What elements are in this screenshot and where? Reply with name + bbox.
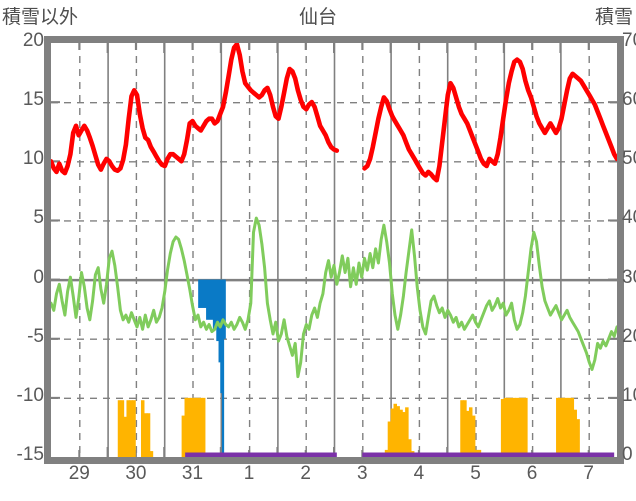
temperature-line xyxy=(362,57,617,183)
snow-depth-bar xyxy=(463,400,467,457)
y-axis-left-tick-label: -15 xyxy=(16,444,44,465)
snow-depth-bar xyxy=(564,397,569,457)
snow-depth-bar xyxy=(468,407,473,457)
x-axis-tick-label: 3 xyxy=(357,463,368,484)
y-axis-right-tick-label: 70 xyxy=(622,30,636,51)
snow-depth-bar xyxy=(143,413,148,457)
snow-depth-bar xyxy=(181,415,186,457)
y-axis-right-tick-label: 60 xyxy=(622,89,636,111)
snow-depth-bar xyxy=(506,397,511,457)
snow-depth-negative-bar xyxy=(212,279,217,330)
y-axis-left-tick-label: -10 xyxy=(16,384,44,406)
snow-depth-bar xyxy=(149,451,154,457)
snow-depth-bar xyxy=(120,400,125,457)
snow-depth-bar xyxy=(573,409,577,457)
snow-depth-bar xyxy=(193,397,197,457)
snow-depth-bar xyxy=(402,412,406,457)
snow-depth-bar xyxy=(471,415,476,457)
snow-depth-bar xyxy=(460,400,464,457)
x-axis-tick-label: 1 xyxy=(243,463,255,484)
right-axis-title: 積雪 xyxy=(594,7,633,28)
snow-depth-negative-bar xyxy=(198,279,207,308)
x-axis-tick-label: 31 xyxy=(181,463,204,484)
snow-depth-bar xyxy=(117,400,122,457)
snow-depth-bar xyxy=(576,419,580,457)
x-axis-tick-label: 5 xyxy=(470,463,481,484)
snow-depth-bar xyxy=(567,397,572,457)
snow-depth-negative-bar xyxy=(216,279,220,342)
snow-depth-bar xyxy=(558,397,563,457)
snow-depth-bar xyxy=(140,400,145,457)
snow-depth-negative-bar xyxy=(206,279,214,320)
snow-depth-bar xyxy=(132,400,136,457)
snow-depth-bar xyxy=(561,397,566,457)
snow-depth-bar xyxy=(521,397,525,457)
snow-depth-bar xyxy=(500,399,505,457)
snow-depth-bar xyxy=(570,397,575,457)
y-axis-right-tick-label: 0 xyxy=(622,444,633,465)
snow-depth-bar xyxy=(129,400,133,457)
snow-depth-bar xyxy=(187,397,191,457)
snow-depth-bar xyxy=(184,397,189,457)
snow-depth-bar xyxy=(515,397,519,457)
temperature-line xyxy=(51,43,340,176)
snow-depth-bar xyxy=(524,397,528,457)
chart-svg xyxy=(51,43,617,457)
snow-depth-bar xyxy=(196,397,200,457)
snow-depth-bar xyxy=(146,413,151,457)
x-axis-tick-label: 7 xyxy=(583,463,594,484)
snow-depth-bar xyxy=(396,406,400,457)
x-axis-tick-label: 2 xyxy=(300,463,311,484)
y-axis-left-tick-label: 10 xyxy=(22,148,44,170)
snow-depth-bar xyxy=(390,408,395,457)
snow-depth-negative-bar xyxy=(218,279,221,363)
y-axis-right-tick-label: 10 xyxy=(622,384,636,406)
y-axis-right-tick-label: 30 xyxy=(622,266,636,288)
snow-depth-bar xyxy=(556,397,560,457)
snow-depth-bar xyxy=(503,397,508,457)
snow-depth-bar xyxy=(408,439,412,457)
x-axis-tick-label: 30 xyxy=(125,463,147,484)
snow-depth-negative-bar xyxy=(220,279,223,394)
y-axis-right-tick-label: 20 xyxy=(622,325,636,347)
plot-area xyxy=(51,43,617,457)
y-axis-left-tick-label: 5 xyxy=(33,207,44,229)
y-axis-left-tick-label: 15 xyxy=(22,89,44,111)
y-axis-left-tick-label: 0 xyxy=(33,266,44,288)
snow-depth-bar xyxy=(405,407,409,457)
snow-depth-bar xyxy=(190,397,194,457)
left-axis-title: 積雪以外 xyxy=(2,7,79,28)
snow-depth-negative-bar xyxy=(223,279,226,339)
snow-depth-bar xyxy=(466,410,470,457)
y-axis-right-tick-label: 50 xyxy=(622,148,636,170)
wind-line xyxy=(51,216,617,379)
y-axis-left-tick-label: 20 xyxy=(22,30,44,51)
x-axis-tick-label: 6 xyxy=(526,463,538,484)
snow-depth-bar xyxy=(518,397,522,457)
axis-box xyxy=(44,36,624,464)
snow-depth-bar xyxy=(199,397,203,457)
x-axis-tick-label: 29 xyxy=(68,463,90,484)
y-axis-left-tick-label: -5 xyxy=(27,325,44,347)
snow-depth-bar xyxy=(512,397,517,457)
x-axis-tick-label: 4 xyxy=(413,463,425,484)
snow-depth-negative-bar xyxy=(221,279,225,457)
snow-depth-bar xyxy=(393,403,398,457)
snow-depth-bar xyxy=(399,409,403,457)
snow-depth-bar xyxy=(387,421,392,457)
snow-depth-bar xyxy=(123,416,128,457)
snow-depth-bar xyxy=(126,400,130,457)
snow-depth-bar xyxy=(509,397,514,457)
y-axis-right-tick-label: 40 xyxy=(622,207,636,229)
snow-depth-bar xyxy=(201,397,206,457)
page-title: 仙台 xyxy=(298,7,337,28)
